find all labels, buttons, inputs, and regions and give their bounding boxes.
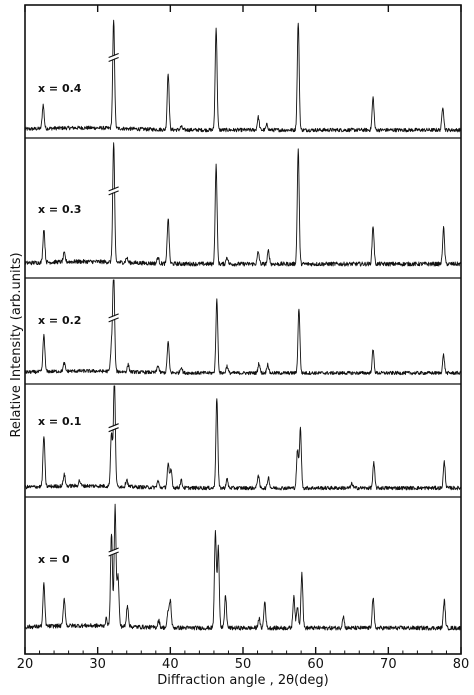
x-axis-title: Diffraction angle , 2θ(deg) [157,673,328,688]
diffraction-trace [24,279,462,376]
diffraction-traces [24,19,462,631]
series-labels: x = 0.4 x = 0.3 x = 0.2 x = 0.1 x = 0 [38,82,82,566]
axis-break-mark [108,56,119,63]
x-tick-label: 80 [453,657,470,672]
axis-break-mark [108,551,119,557]
series-label: x = 0.3 [38,203,81,216]
axis-break-mark [108,186,119,192]
series-label: x = 0.4 [38,82,82,95]
axis-break-gap [108,54,120,61]
plot-frame [24,4,462,655]
axis-break-marks [108,52,120,557]
x-tick-label: 20 [17,657,34,672]
axis-break-gap [108,187,120,195]
axis-break-mark [108,427,119,433]
x-tick-label: 40 [162,657,179,672]
axis-break-mark [108,313,119,319]
axis-break-mark [108,190,119,196]
x-tick-label: 70 [380,657,397,672]
series-label: x = 0 [38,553,70,566]
x-axis-ticks: 20 30 40 50 60 70 80 [17,5,470,672]
axis-break-mark [108,547,119,553]
y-axis-title: Relative Intensity (arb.units) [9,252,24,437]
diffraction-trace [24,142,462,267]
x-tick-label: 30 [89,657,106,672]
x-tick-label: 50 [235,657,252,672]
diffraction-trace [24,385,462,491]
series-label: x = 0.1 [38,415,81,428]
series-label: x = 0.2 [38,314,81,327]
axis-break-gap [108,548,120,556]
axis-break-gap [108,424,120,431]
diffraction-trace [24,503,462,631]
diffraction-trace [24,19,462,133]
axis-break-mark [108,423,119,429]
axis-break-mark [108,317,119,323]
x-tick-label: 60 [307,657,324,672]
panel-separators [25,137,461,498]
axis-break-gap [108,314,120,322]
axis-break-mark [108,52,119,59]
